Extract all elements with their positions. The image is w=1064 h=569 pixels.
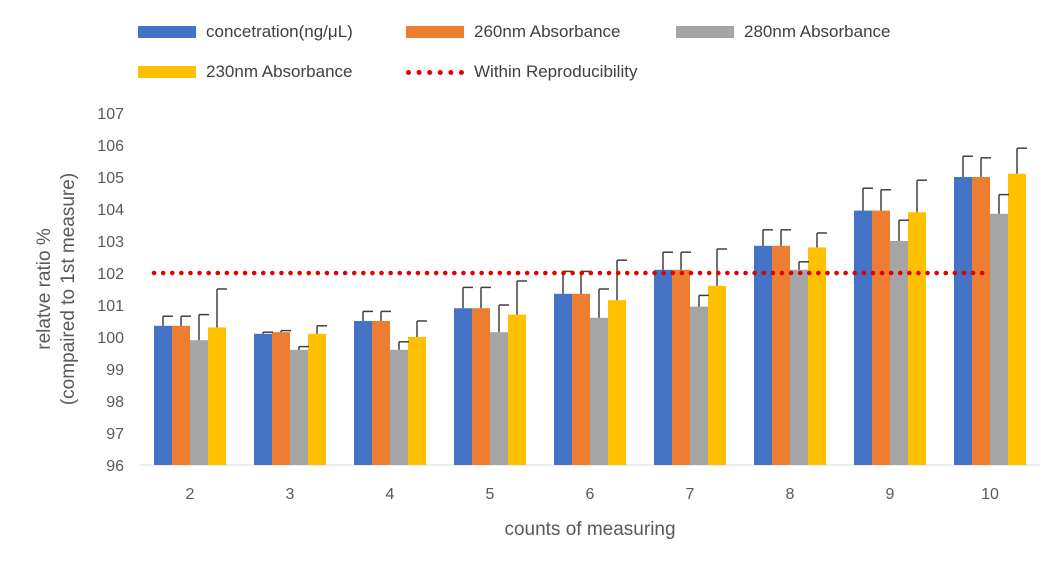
bar [1008, 173, 1026, 466]
bar [972, 177, 990, 465]
legend-swatch-dotted-red [406, 69, 464, 75]
bar [754, 245, 772, 465]
y-axis-title-line-2: (compaired to 1st measure) [58, 173, 79, 405]
bar [308, 333, 326, 465]
bar [690, 306, 708, 465]
bar [608, 300, 626, 465]
legend: concetration(ng/μL) 260nm Absorbance 280… [0, 0, 1064, 100]
error-bars-layer [162, 147, 1027, 350]
legend-item-280nm: 280nm Absorbance [676, 22, 891, 42]
bar [190, 340, 208, 465]
y-tick-label: 96 [106, 458, 124, 475]
y-tick-label: 97 [106, 426, 124, 443]
legend-label: 280nm Absorbance [744, 22, 891, 41]
bar [854, 210, 872, 465]
bar [154, 325, 172, 465]
bars-layer [154, 173, 1026, 466]
legend-item-230nm: 230nm Absorbance [138, 62, 353, 82]
bar [208, 327, 226, 465]
y-axis-title-line-1: relatve ratio % [34, 228, 55, 350]
bar [890, 241, 908, 465]
x-tick-label: 5 [486, 486, 495, 503]
x-tick-label: 7 [686, 486, 695, 503]
bar [708, 285, 726, 465]
y-tick-label: 103 [97, 234, 124, 251]
y-tick-label: 107 [97, 106, 124, 123]
legend-label: concetration(ng/μL) [206, 22, 353, 41]
x-tick-label: 9 [886, 486, 895, 503]
legend-label: 260nm Absorbance [474, 22, 621, 41]
bar [290, 349, 308, 465]
y-tick-label: 105 [97, 170, 124, 187]
bar [672, 269, 690, 465]
bar [472, 308, 490, 465]
legend-label: Within Reproducibility [474, 62, 638, 81]
bar [954, 177, 972, 465]
bar [590, 317, 608, 465]
legend-label: 230nm Absorbance [206, 62, 353, 81]
bar [908, 212, 926, 465]
legend-swatch-blue [138, 26, 196, 38]
x-tick-label: 3 [286, 486, 295, 503]
y-tick-label: 99 [106, 362, 124, 379]
bar [354, 321, 372, 465]
bar [772, 245, 790, 465]
labels-layer: 96 97 98 99 100 101 102 103 104 105 106 107 2 3 4 5 6 7 8 9… [34, 106, 999, 540]
y-tick-label: 98 [106, 394, 124, 411]
y-axis-title: relatve ratio % (compaired to 1st measure… [34, 173, 79, 405]
legend-item-concentration: concetration(ng/μL) [138, 22, 353, 42]
x-tick-label: 4 [386, 486, 395, 503]
legend-item-260nm: 260nm Absorbance [406, 22, 621, 42]
bar [272, 332, 290, 465]
x-tick-label: 8 [786, 486, 795, 503]
x-tick-label: 10 [981, 486, 999, 503]
bar [572, 293, 590, 465]
legend-swatch-yellow [138, 66, 196, 78]
legend-item-reproducibility: Within Reproducibility [406, 62, 637, 82]
legend-swatch-gray [676, 26, 734, 38]
bar [990, 213, 1008, 465]
bar [172, 325, 190, 465]
bar [408, 337, 426, 465]
bar [508, 314, 526, 465]
y-tick-label: 100 [97, 330, 124, 347]
y-tick-label: 101 [97, 298, 124, 315]
bar [454, 308, 472, 465]
bar [654, 269, 672, 465]
bar [490, 332, 508, 465]
bar [554, 293, 572, 465]
bar [872, 210, 890, 465]
x-tick-label: 2 [186, 486, 195, 503]
legend-swatch-orange [406, 26, 464, 38]
y-tick-label: 106 [97, 138, 124, 155]
bar [808, 247, 826, 465]
bar [790, 269, 808, 465]
bar [390, 349, 408, 465]
bar [372, 321, 390, 465]
x-axis-title: counts of measuring [504, 519, 675, 540]
y-tick-label: 102 [97, 266, 124, 283]
bar [254, 333, 272, 465]
y-tick-label: 104 [97, 202, 124, 219]
x-tick-label: 6 [586, 486, 595, 503]
